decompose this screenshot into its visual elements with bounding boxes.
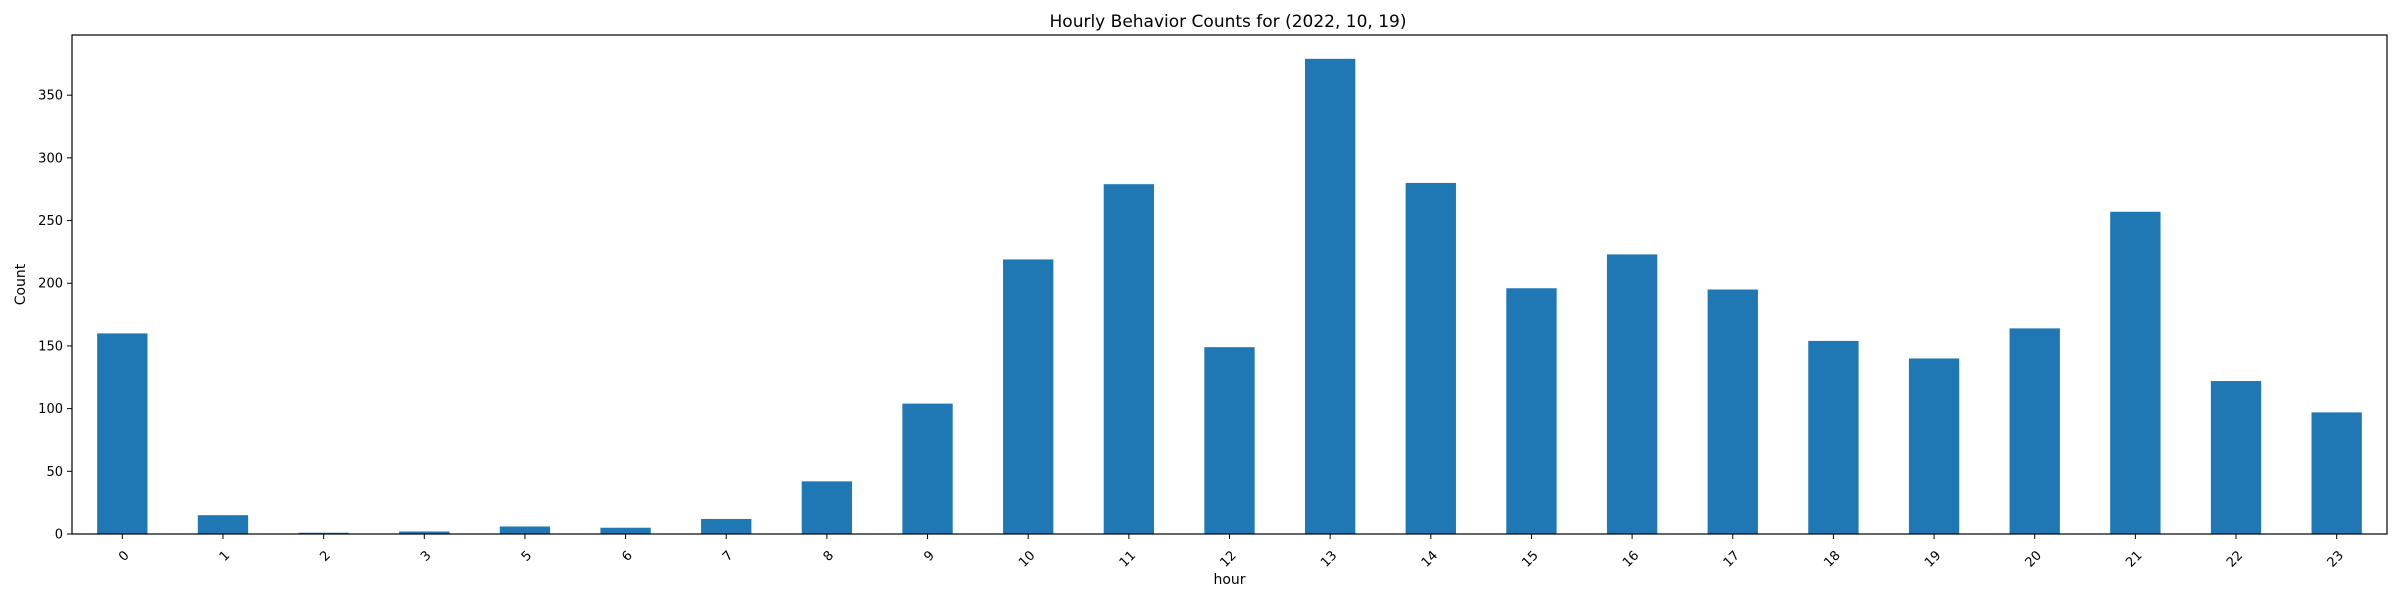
x-tick-label: 14 [1419, 548, 1441, 570]
x-tick-label: 2 [317, 548, 333, 564]
y-axis: 0 50 100 150 200 250 300 350 [38, 89, 72, 543]
x-tick-label: 18 [1821, 548, 1843, 570]
bar-hour-12 [1204, 347, 1255, 534]
bar-hour-3 [399, 531, 450, 534]
bar-hour-8 [801, 481, 853, 534]
x-tick-label: 15 [1519, 548, 1541, 570]
x-tick-label: 3 [418, 548, 434, 564]
x-axis: 0 1 2 3 5 6 7 8 9 10 11 12 13 14 15 16 17 18 19 20 21 22 23 [116, 534, 2347, 571]
bar-hour-22 [2210, 381, 2262, 534]
x-tick-label: 1 [217, 548, 233, 564]
bar-hour-5 [499, 526, 551, 534]
y-tick-label: 200 [38, 277, 63, 292]
y-tick-label: 100 [38, 402, 63, 417]
x-tick-label: 16 [1620, 548, 1642, 570]
x-tick-label: 8 [821, 548, 837, 564]
y-tick-label: 0 [55, 528, 63, 543]
y-axis-label: Count [13, 263, 29, 305]
bar-hour-9 [902, 403, 953, 534]
bar-hour-20 [2009, 328, 2060, 534]
bar-hour-15 [1506, 288, 1557, 534]
bar-hour-11 [1103, 184, 1155, 534]
x-tick-label: 0 [116, 548, 132, 564]
x-tick-label: 10 [1016, 548, 1038, 570]
bar-hour-21 [2110, 211, 2161, 534]
x-tick-label: 19 [1922, 548, 1944, 570]
bars-group [97, 58, 2362, 535]
x-tick-label: 12 [1217, 548, 1239, 570]
x-tick-label: 9 [921, 548, 937, 564]
y-tick-label: 50 [46, 465, 63, 480]
bar-hour-23 [2311, 412, 2362, 534]
y-tick-label: 250 [38, 214, 63, 229]
x-tick-label: 22 [2224, 548, 2246, 570]
bar-hour-14 [1405, 182, 1456, 535]
y-tick-label: 350 [38, 89, 63, 104]
y-tick-label: 300 [38, 151, 63, 166]
bar-hour-17 [1707, 289, 1758, 534]
x-tick-label: 17 [1721, 548, 1743, 570]
bar-hour-0 [97, 333, 148, 534]
x-tick-label: 5 [519, 548, 535, 564]
y-tick-label: 150 [38, 339, 63, 354]
bar-hour-7 [701, 518, 752, 534]
bar-hour-2 [298, 532, 349, 534]
chart-title: Hourly Behavior Counts for (2022, 10, 19… [1050, 12, 1407, 32]
x-tick-label: 13 [1318, 548, 1340, 570]
x-tick-label: 20 [2023, 548, 2045, 570]
bar-hour-18 [1808, 340, 1859, 534]
plot-frame [71, 34, 2388, 535]
x-tick-label: 23 [2325, 548, 2347, 570]
x-tick-label: 7 [720, 548, 736, 564]
bar-hour-10 [1003, 259, 1054, 534]
x-axis-label: hour [1213, 572, 1245, 588]
bar-hour-13 [1304, 58, 1356, 535]
x-tick-label: 11 [1117, 548, 1139, 570]
x-tick-label: 6 [619, 548, 635, 564]
x-tick-label: 21 [2123, 548, 2145, 570]
bar-hour-19 [1908, 358, 1960, 534]
bar-hour-16 [1606, 254, 1658, 534]
bar-hour-1 [197, 515, 249, 534]
bar-hour-6 [600, 527, 651, 534]
